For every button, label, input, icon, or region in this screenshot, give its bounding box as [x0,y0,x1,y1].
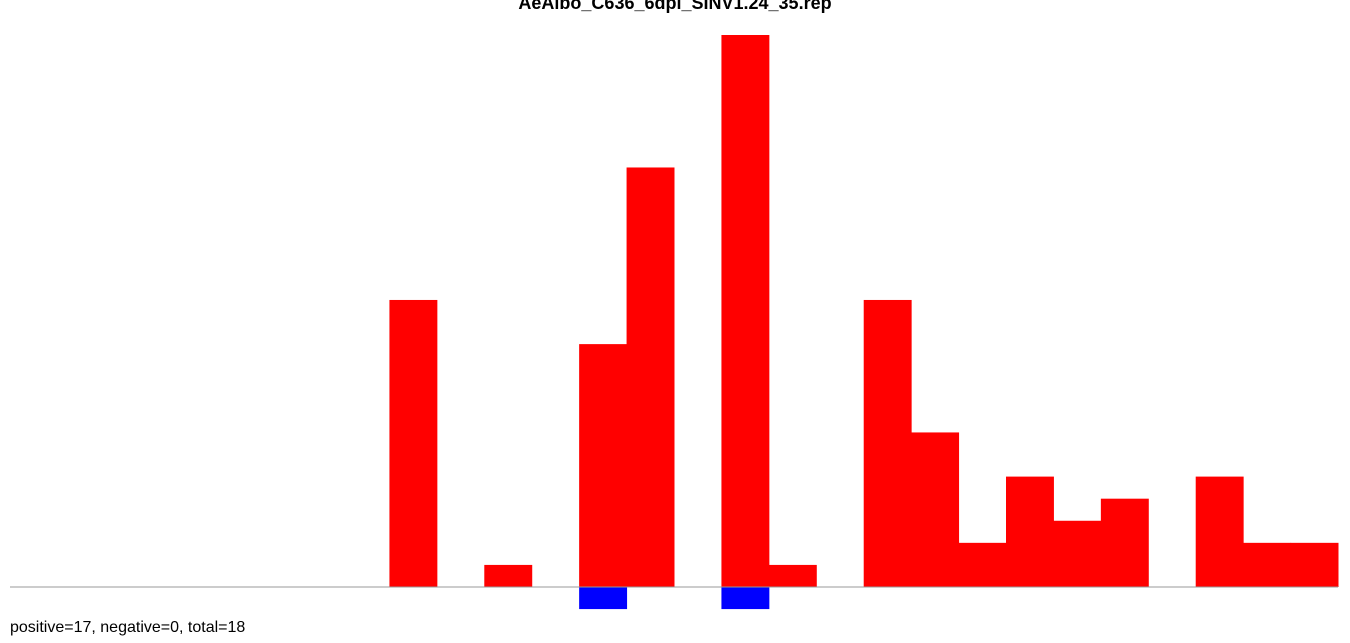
positive-bar-12 [579,344,628,587]
summary-text: positive=17, negative=0, total=18 [10,619,246,636]
positive-bar-19 [911,432,960,587]
positive-bar-21 [1006,476,1054,587]
positive-bar-20 [958,542,1007,587]
positive-bar-15 [721,35,770,587]
positive-bar-25 [1195,476,1244,587]
positive-bar-8 [389,299,438,587]
chart-title: AeAlbo_C636_6dpi_SINV1.24_35.rep [518,0,832,13]
positive-bar-23 [1100,498,1149,587]
positive-bar-10 [484,564,533,587]
positive-bar-27 [1290,542,1339,587]
positive-bar-26 [1243,542,1292,587]
positive-bar-13 [626,167,675,588]
positive-bar-18 [863,299,912,587]
negative-bar-12 [579,587,628,610]
positive-bar-22 [1053,520,1102,587]
positive-bar-16 [768,564,817,587]
negative-bar-15 [721,587,770,610]
